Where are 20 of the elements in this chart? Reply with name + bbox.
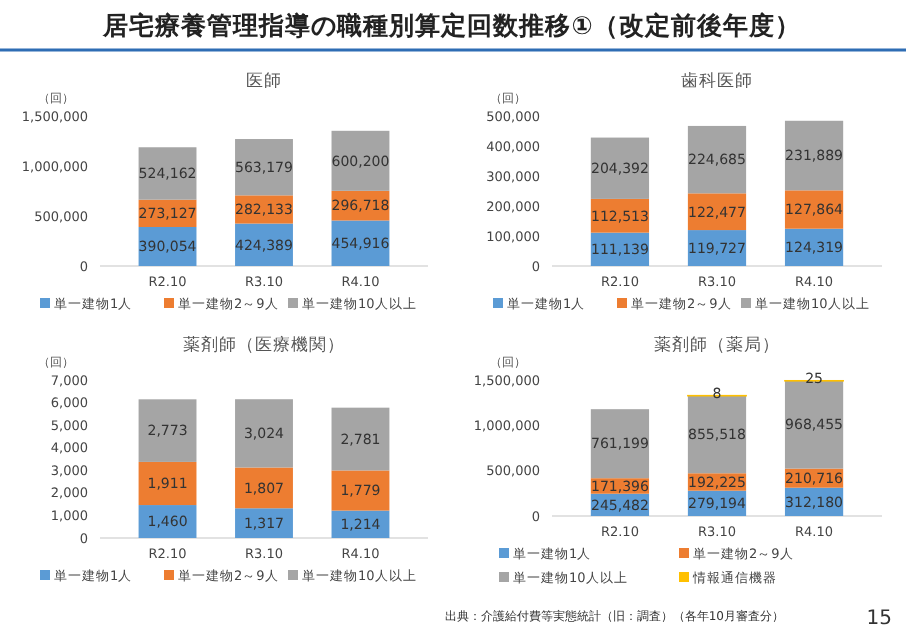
- bar: [784, 120, 844, 191]
- bar: [138, 399, 197, 462]
- text: 居宅療養管理指導の職種別算定回数推移①（改定前後年度）: [101, 10, 801, 40]
- chart-title: 薬剤師（医療機関）: [183, 334, 345, 356]
- bar: [590, 409, 650, 479]
- bar: [687, 395, 747, 474]
- bar: [687, 125, 747, 194]
- bar: [235, 467, 293, 509]
- text: 15: [866, 608, 892, 630]
- bar: [138, 461, 197, 506]
- bar: [235, 399, 293, 468]
- bar: [784, 380, 844, 469]
- bar: [235, 508, 293, 538]
- bar: [590, 137, 650, 199]
- bar: [331, 407, 390, 471]
- bar: [235, 139, 293, 196]
- chart-title: 薬剤師（薬局）: [654, 334, 780, 356]
- bar: [331, 470, 390, 511]
- chart-title: 医師: [246, 70, 282, 92]
- chart-title: 歯科医師: [681, 70, 753, 92]
